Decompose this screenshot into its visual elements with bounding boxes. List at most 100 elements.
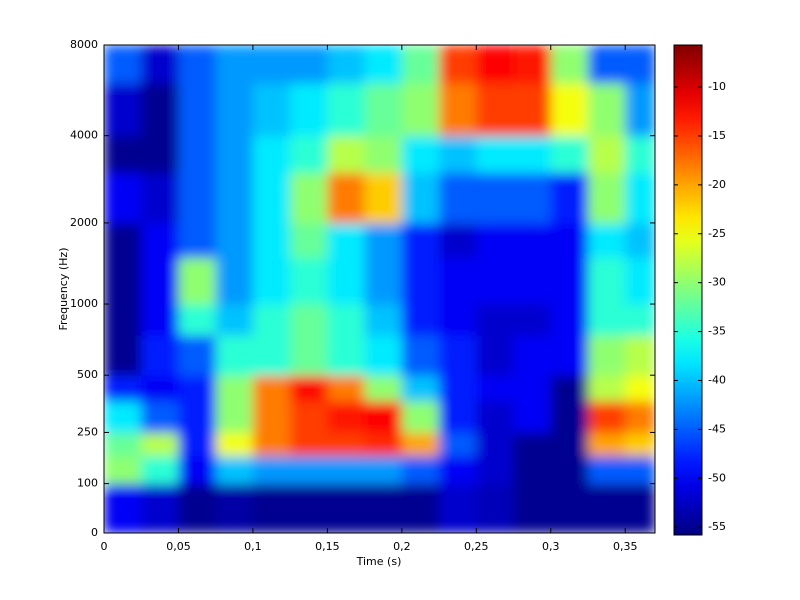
colorbar-tick-label: -30 <box>708 276 726 289</box>
heat-cell <box>439 257 477 305</box>
heat-cell <box>252 455 291 485</box>
heat-cell <box>439 483 477 533</box>
heat-cell <box>141 335 179 376</box>
heat-cell <box>476 455 515 485</box>
y-tick-label: 250 <box>77 425 98 438</box>
heat-cell <box>513 257 552 305</box>
heat-cell <box>513 304 552 336</box>
heat-cell <box>476 335 515 376</box>
heat-cell <box>215 82 254 137</box>
heat-cell <box>550 304 589 336</box>
heat-cell <box>439 172 477 224</box>
heat-cell <box>104 432 142 457</box>
heat-cell <box>252 82 291 137</box>
heat-cell <box>327 135 366 173</box>
colorbar <box>673 44 703 536</box>
heat-cell <box>141 483 179 533</box>
heat-cell <box>625 222 655 259</box>
heat-cell <box>476 222 515 259</box>
heat-cell <box>625 375 655 402</box>
heat-cell <box>439 400 477 433</box>
heat-cell <box>625 82 655 137</box>
x-tick-label: 0 <box>101 540 108 553</box>
heat-cell <box>625 335 655 376</box>
heat-cell <box>364 82 403 137</box>
heat-cell <box>252 257 291 305</box>
heat-cell <box>476 257 515 305</box>
heat-cell <box>252 222 291 259</box>
heat-cell <box>327 455 366 485</box>
heat-cell <box>550 400 589 433</box>
heat-cell <box>439 335 477 376</box>
heat-cell <box>401 45 440 84</box>
heat-cell <box>215 45 254 84</box>
heat-cell <box>550 222 589 259</box>
heat-cell <box>327 45 366 84</box>
heat-cell <box>476 82 515 137</box>
heat-cell <box>401 82 440 137</box>
y-tick-label: 500 <box>77 368 98 381</box>
heat-cell <box>513 222 552 259</box>
heat-cell <box>625 400 655 433</box>
heat-cell <box>178 483 217 533</box>
heat-cell <box>439 82 477 137</box>
y-tick-label: 2000 <box>70 216 98 229</box>
heat-cell <box>178 172 217 224</box>
heat-cell <box>327 257 366 305</box>
heat-cell <box>327 432 366 457</box>
heat-cell <box>364 483 403 533</box>
heat-cell <box>364 172 403 224</box>
heat-cell <box>550 82 589 137</box>
heat-cell <box>587 135 626 173</box>
heat-cell <box>178 335 217 376</box>
heat-cell <box>401 375 440 402</box>
heat-cell <box>401 432 440 457</box>
heat-cell <box>104 455 142 485</box>
heat-cell <box>327 82 366 137</box>
x-tick-label: 0,35 <box>613 540 638 553</box>
heat-cell <box>550 455 589 485</box>
heat-cell <box>215 483 254 533</box>
heat-cell <box>290 257 328 305</box>
heat-cell <box>178 82 217 137</box>
heat-cell <box>290 172 328 224</box>
heat-cell <box>178 45 217 84</box>
heat-cell <box>215 432 254 457</box>
heat-cell <box>476 172 515 224</box>
heat-cell <box>252 45 291 84</box>
heat-cell <box>178 432 217 457</box>
heat-cell <box>364 455 403 485</box>
heat-cell <box>290 335 328 376</box>
heat-cell <box>439 304 477 336</box>
heat-cell <box>290 222 328 259</box>
heat-cell <box>587 375 626 402</box>
heat-cell <box>587 304 626 336</box>
heat-cell <box>364 375 403 402</box>
colorbar-tick-label: -45 <box>708 422 726 435</box>
heat-cell <box>252 335 291 376</box>
heat-cell <box>550 483 589 533</box>
heat-cell <box>401 483 440 533</box>
heat-cell <box>550 335 589 376</box>
heat-cell <box>141 135 179 173</box>
heat-cell <box>364 400 403 433</box>
colorbar-tick-label: -15 <box>708 129 726 142</box>
heat-cell <box>327 375 366 402</box>
heat-cell <box>401 335 440 376</box>
heat-cell <box>587 455 626 485</box>
heat-cell <box>476 304 515 336</box>
heat-cell <box>550 172 589 224</box>
heat-cell <box>215 222 254 259</box>
heat-cell <box>476 375 515 402</box>
heat-cell <box>625 304 655 336</box>
heat-cell <box>587 172 626 224</box>
heat-cell <box>439 222 477 259</box>
heat-cell <box>401 455 440 485</box>
heat-cell <box>625 483 655 533</box>
heat-cell <box>364 432 403 457</box>
heat-cell <box>401 304 440 336</box>
heat-cell <box>550 375 589 402</box>
heat-cell <box>178 304 217 336</box>
heat-cell <box>290 304 328 336</box>
heat-cell <box>550 432 589 457</box>
